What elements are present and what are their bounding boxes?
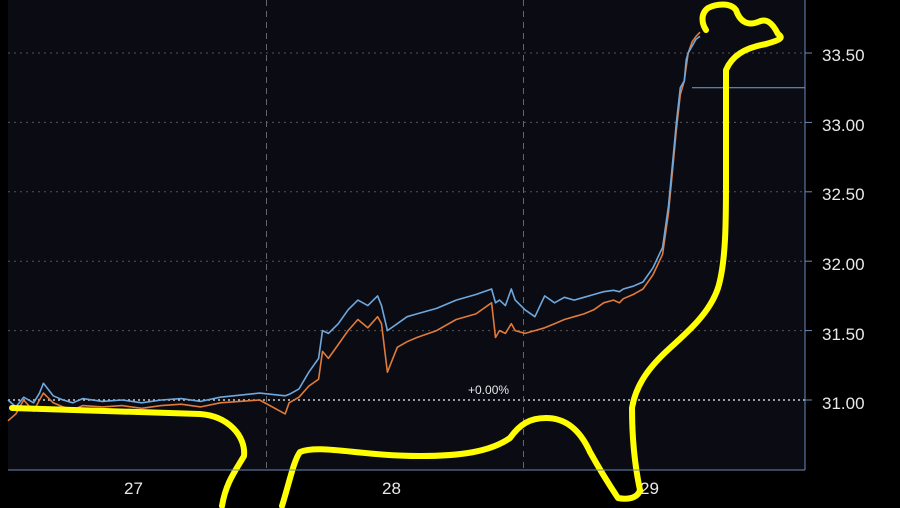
y-tick-label: 33.00: [822, 116, 865, 135]
series-line: [7, 35, 701, 408]
x-tick-label: 28: [382, 479, 401, 498]
y-tick-label: 32.50: [822, 185, 865, 204]
plot-area: [8, 0, 805, 470]
y-tick-label: 31.00: [822, 394, 865, 413]
x-tick-label: 27: [124, 479, 143, 498]
hand-drawn-dinosaur-outline: [9, 1, 784, 508]
series-line: [7, 31, 701, 422]
y-axis: 31.00 31.50 32.00 32.50 33.00 33.50: [822, 46, 865, 413]
grid: [8, 0, 812, 470]
y-tick-label: 33.50: [822, 46, 865, 65]
y-tick-label: 32.00: [822, 255, 865, 274]
x-tick-label: 29: [640, 479, 659, 498]
x-axis: 27 28 29: [124, 479, 659, 498]
y-tick-label: 31.50: [822, 325, 865, 344]
reference-line-label: +0.00%: [468, 383, 509, 397]
series-group: [7, 31, 701, 422]
